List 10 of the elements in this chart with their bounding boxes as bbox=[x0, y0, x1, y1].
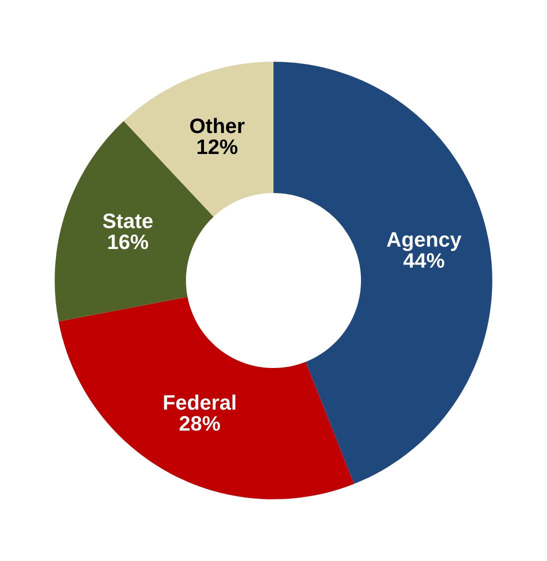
slice-label: Other bbox=[190, 118, 245, 134]
data-label: 12% bbox=[198, 139, 238, 154]
data-label: 28% bbox=[180, 416, 220, 431]
donut-slice bbox=[274, 62, 492, 484]
donut-slice bbox=[58, 296, 354, 500]
slice-label: Agency bbox=[386, 232, 462, 252]
slice-label: State bbox=[102, 214, 153, 228]
slice-label: Federal bbox=[164, 394, 236, 410]
data-label: 44% bbox=[403, 253, 444, 268]
data-label: 16% bbox=[108, 234, 148, 250]
